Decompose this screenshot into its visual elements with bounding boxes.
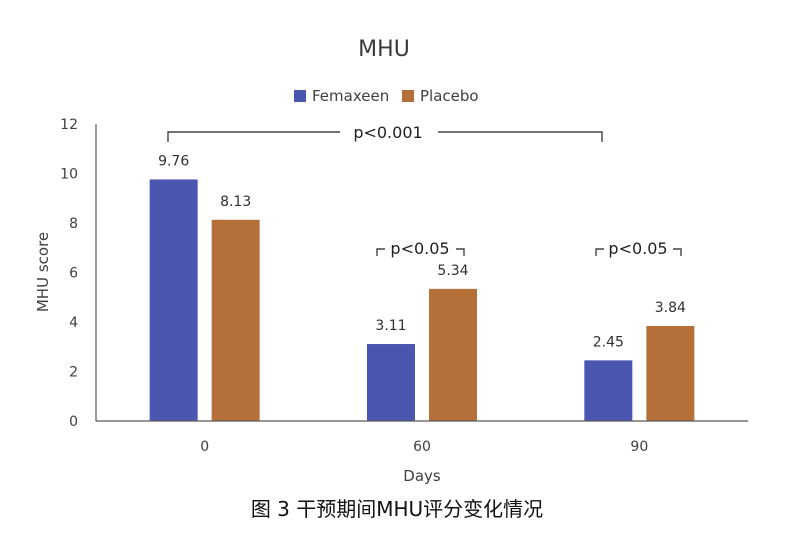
bar-placebo-90 bbox=[646, 325, 695, 421]
legend-label-femaxeen: Femaxeen bbox=[312, 87, 389, 105]
bar-labels: 9.76 8.13 3.11 5.34 2.45 3.84 bbox=[158, 153, 686, 350]
significance-bracket-overall bbox=[167, 131, 603, 142]
bar-placebo-60 bbox=[429, 288, 477, 421]
significance-label-overall: p<0.001 bbox=[353, 123, 422, 142]
y-tick-label: 4 bbox=[69, 315, 78, 331]
data-label-placebo-90: 3.84 bbox=[655, 300, 686, 316]
bar-femaxeen-60 bbox=[367, 344, 415, 421]
bar-femaxeen-90 bbox=[584, 360, 633, 421]
y-tick-label: 12 bbox=[60, 117, 78, 133]
figure-caption: 图 3 干预期间MHU评分变化情况 bbox=[251, 497, 543, 521]
data-label-femaxeen-60: 3.11 bbox=[375, 318, 406, 334]
x-tick-label: 90 bbox=[630, 439, 648, 455]
data-label-placebo-0: 8.13 bbox=[220, 194, 251, 210]
legend: Femaxeen Placebo bbox=[294, 87, 479, 105]
chart-title: MHU bbox=[358, 37, 410, 62]
y-axis-label: MHU score bbox=[34, 232, 52, 312]
significance-overall: p<0.001 bbox=[167, 123, 603, 142]
data-label-femaxeen-90: 2.45 bbox=[593, 334, 624, 350]
y-tick-label: 8 bbox=[69, 216, 78, 232]
legend-swatch-placebo bbox=[402, 90, 414, 102]
data-label-placebo-60: 5.34 bbox=[437, 263, 468, 279]
legend-swatch-femaxeen bbox=[294, 90, 306, 102]
significance-bracket-day60 bbox=[376, 248, 465, 256]
data-label-femaxeen-0: 9.76 bbox=[158, 153, 189, 169]
bar-placebo-0 bbox=[211, 219, 260, 421]
x-axis-label: Days bbox=[403, 467, 441, 485]
bar-femaxeen-0 bbox=[149, 179, 198, 421]
y-tick-label: 6 bbox=[69, 266, 78, 282]
x-tick-label: 0 bbox=[200, 439, 209, 455]
significance-day90: p<0.05 bbox=[595, 239, 682, 258]
bars bbox=[149, 179, 695, 421]
significance-bracket-day90 bbox=[595, 248, 682, 256]
x-tick-label: 60 bbox=[413, 439, 431, 455]
y-tick-label: 10 bbox=[60, 167, 78, 183]
y-tick-label: 0 bbox=[69, 414, 78, 430]
y-axis-ticks: 0 2 4 6 8 10 12 bbox=[60, 117, 78, 430]
x-axis-ticks: 0 60 90 bbox=[200, 439, 648, 455]
significance-label-day60: p<0.05 bbox=[390, 239, 449, 258]
legend-label-placebo: Placebo bbox=[420, 87, 479, 105]
y-tick-label: 2 bbox=[69, 365, 78, 381]
significance-label-day90: p<0.05 bbox=[608, 239, 667, 258]
significance-day60: p<0.05 bbox=[376, 239, 465, 258]
